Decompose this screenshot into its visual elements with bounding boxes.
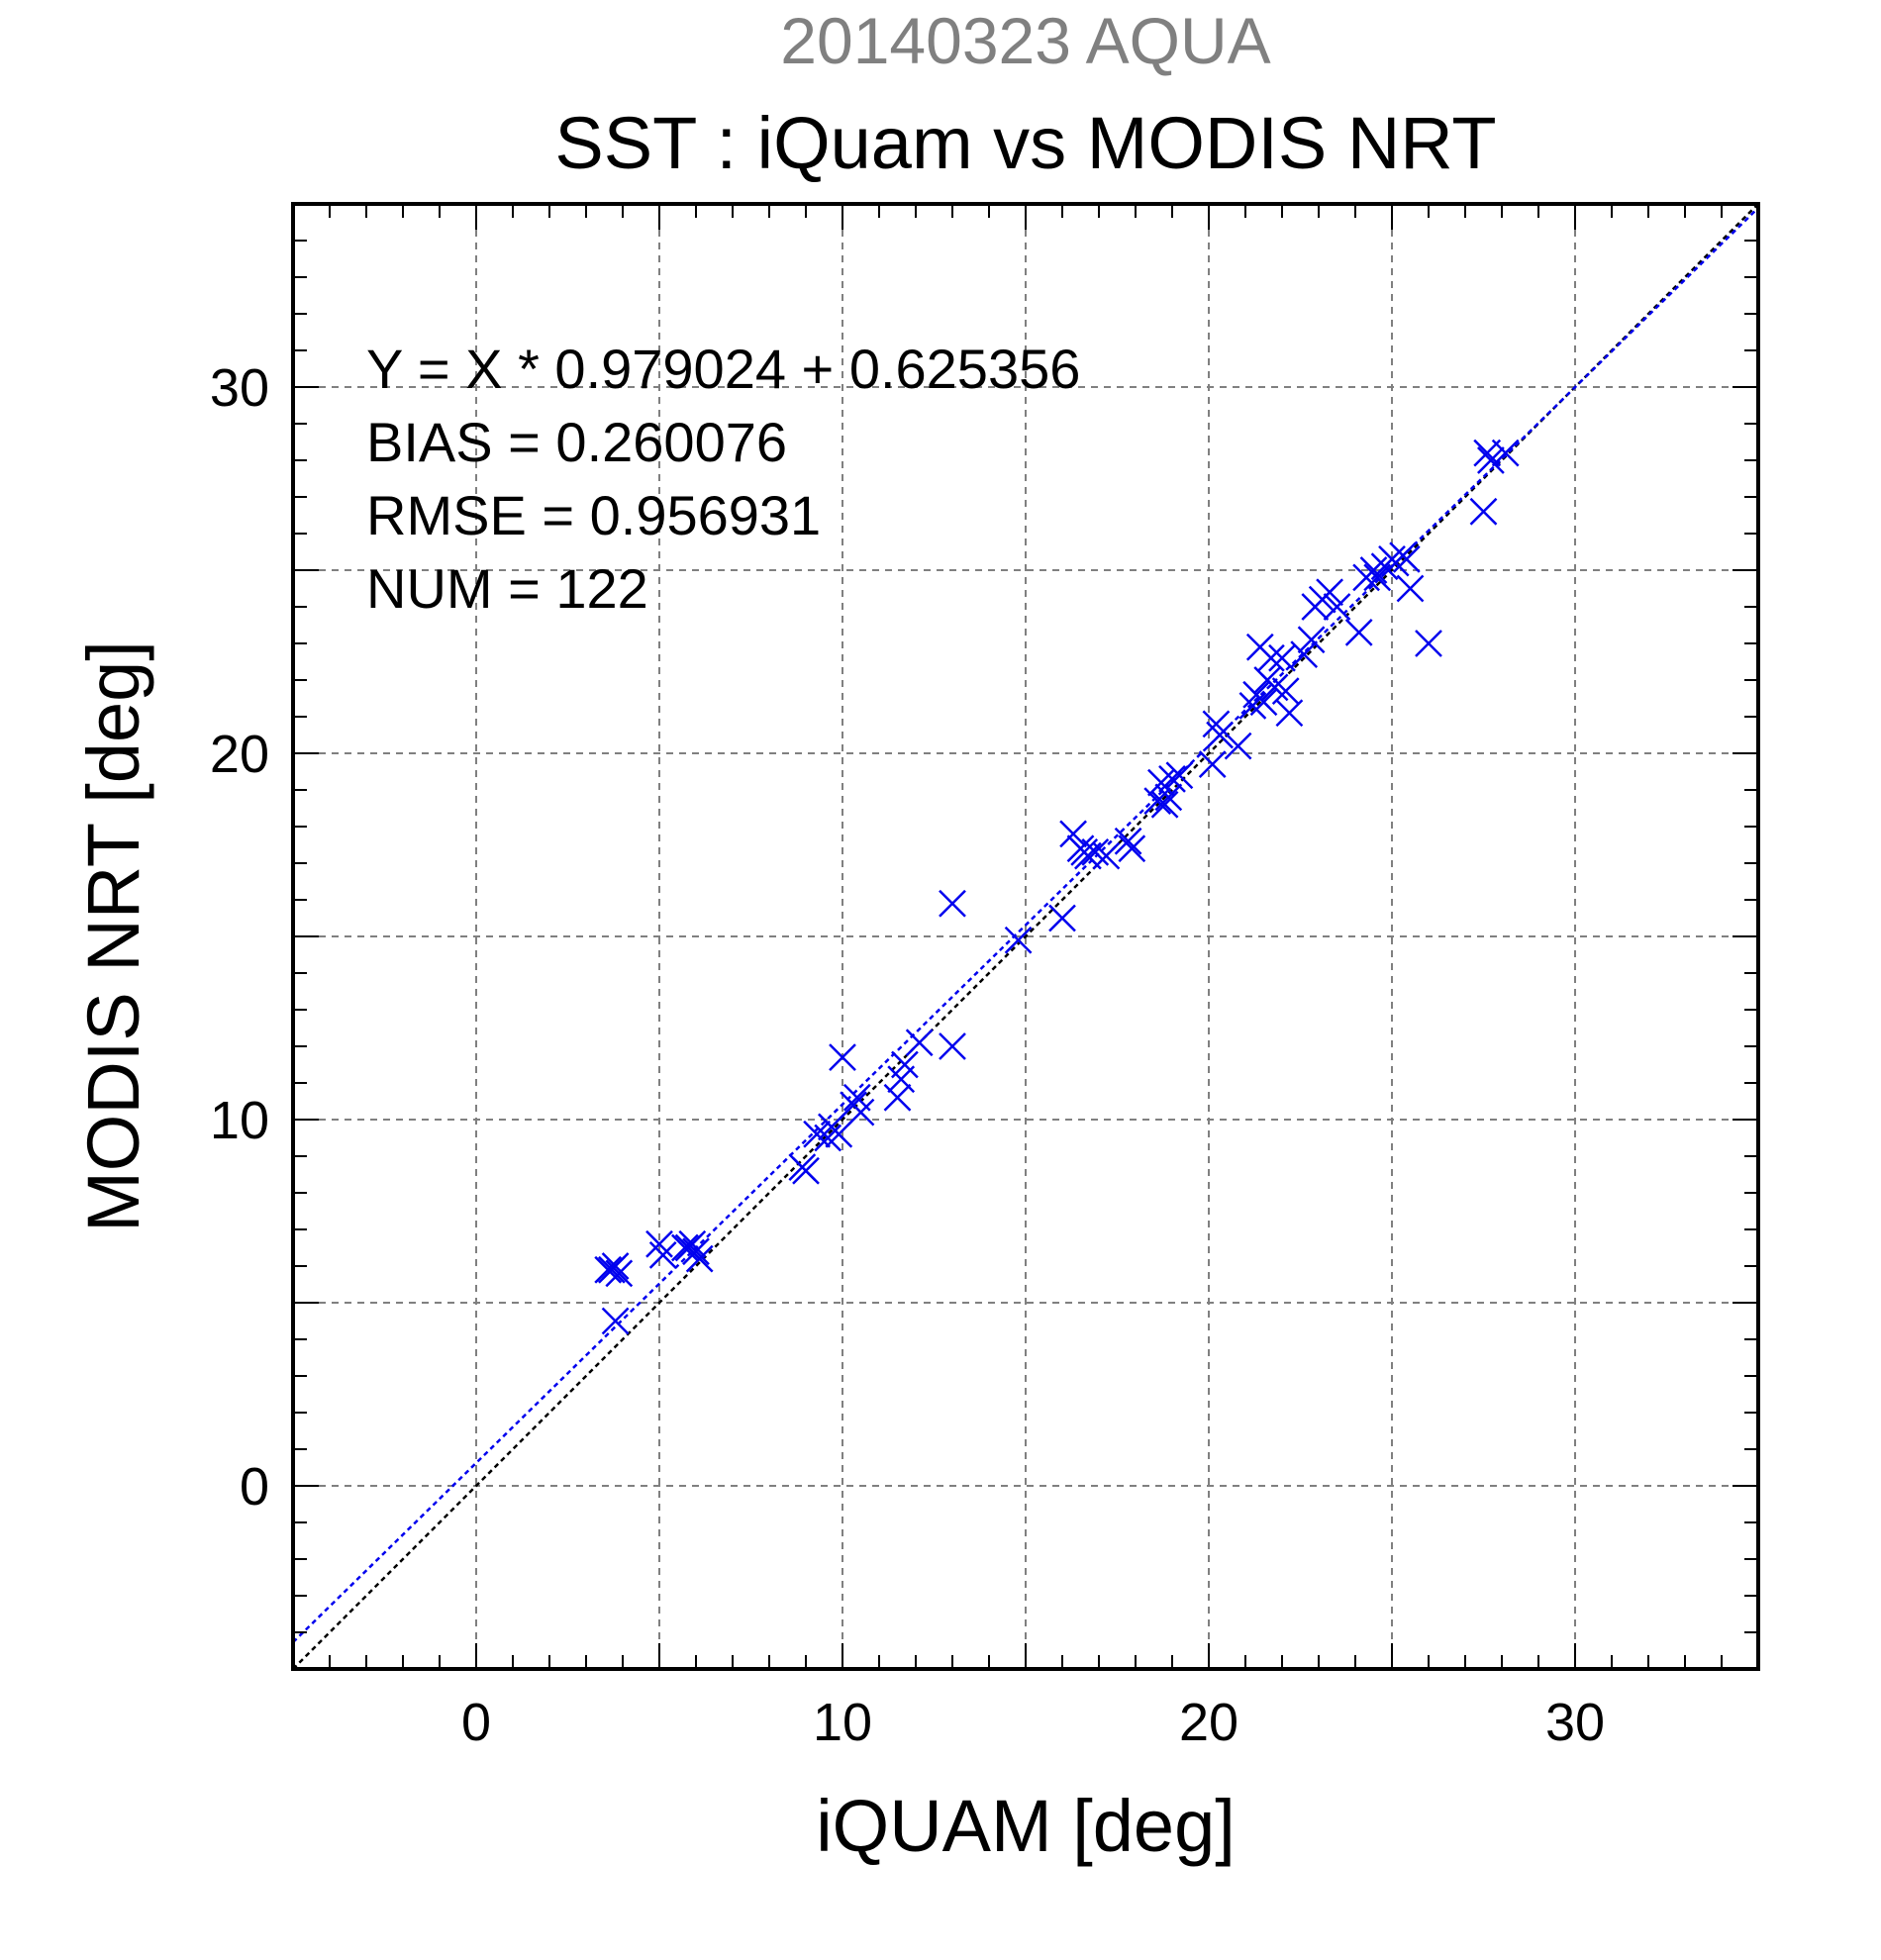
data-point [1392,545,1421,573]
stat-rmse: RMSE = 0.956931 [366,484,821,546]
data-point [1396,574,1425,603]
data-point [1206,721,1234,749]
data-point [1260,673,1289,702]
x-tick-label: 10 [813,1693,872,1752]
chart-title: SST : iQuam vs MODIS NRT [554,102,1496,184]
plot-frame [291,202,1760,1671]
axis-ticks [292,203,1759,1670]
data-point [1290,640,1319,668]
data-point [1004,926,1033,954]
y-tick-label: 20 [210,725,269,784]
data-point [1118,834,1146,863]
x-tick-label: 30 [1545,1693,1605,1752]
data-point [1257,643,1285,672]
y-tick-label: 0 [240,1457,269,1517]
data-point [846,1098,875,1127]
data-point [939,1032,966,1060]
data-point [1081,838,1110,866]
data-point [1224,732,1252,760]
stat-bias: BIAS = 0.260076 [366,411,787,473]
y-axis-label: MODIS NRT [deg] [72,640,154,1232]
data-point [814,1124,842,1152]
chart-subtitle: 20140323 AQUA [780,4,1270,77]
data-point [1150,790,1179,819]
data-point [1059,820,1087,848]
x-axis-label: iQUAM [deg] [816,1785,1236,1867]
data-point [1238,692,1267,720]
data-point [1202,710,1231,738]
data-point [939,889,966,918]
reference-lines [293,204,1758,1669]
data-point [1165,761,1194,790]
x-tick-label: 0 [461,1693,491,1752]
data-point [601,1252,630,1280]
data-point [1297,626,1326,654]
data-point [1198,750,1227,778]
data-point [825,1120,853,1148]
data-point [1154,783,1183,812]
tick-labels: 0 10 20 30 0 10 20 30 [210,358,1605,1752]
data-point [1048,904,1076,932]
data-point [648,1241,677,1269]
statistics-box: Y = X * 0.979024 + 0.625356 BIAS = 0.260… [366,338,1080,620]
data-point [1477,446,1505,474]
data-point [605,1259,634,1288]
stat-num: NUM = 122 [366,557,648,620]
data-point [1491,439,1520,467]
identity-line [293,204,1758,1669]
stat-regression: Y = X * 0.979024 + 0.625356 [366,338,1080,400]
regression-line [293,207,1758,1643]
data-point [792,1156,820,1185]
data-point [1359,556,1388,584]
x-tick-label: 20 [1179,1693,1238,1752]
data-point [678,1229,707,1258]
data-point [671,1233,699,1262]
data-point [1316,578,1343,607]
y-tick-label: 30 [210,358,269,418]
data-points [594,439,1520,1335]
data-point [601,1307,630,1335]
data-point [1469,497,1498,526]
y-tick-label: 10 [210,1091,269,1150]
data-point [1158,765,1186,793]
data-point [1143,787,1172,815]
data-point [1344,619,1373,646]
data-point [803,1120,831,1148]
data-point [829,1043,856,1071]
data-point [1114,827,1142,855]
data-point [682,1237,710,1266]
data-point [685,1244,714,1273]
data-point [594,1255,623,1284]
data-point [1275,699,1304,728]
data-point [1323,593,1351,621]
data-point [883,1083,912,1112]
data-point [1415,630,1442,657]
data-point [905,1029,934,1057]
data-point [891,1050,919,1079]
data-point [645,1229,673,1258]
data-point [1092,841,1121,870]
